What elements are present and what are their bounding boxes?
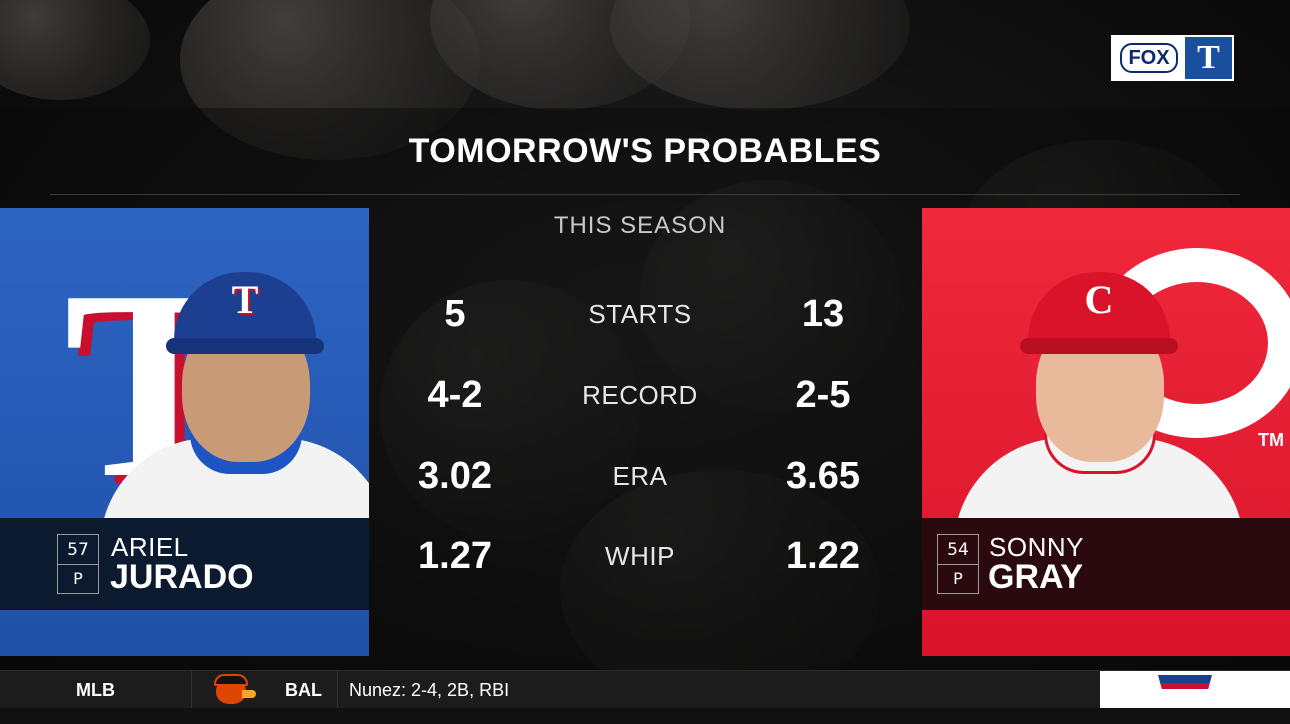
- rangers-logo-icon: T: [1185, 37, 1232, 79]
- score-ticker: MLB BAL Nunez: 2-4, 2B, RBI: [0, 670, 1290, 709]
- ticker-bottom-bar: [0, 708, 1290, 724]
- left-stat-value: 3.02: [418, 455, 492, 497]
- stat-label: ERA: [612, 461, 668, 491]
- left-player-card: T T 57 P ARIEL JURADO: [0, 208, 369, 656]
- title-divider: [50, 194, 1240, 195]
- left-stat-value: 1.27: [418, 535, 492, 577]
- sponsor-badge-icon: [1158, 675, 1212, 695]
- player-last-name: GRAY: [988, 558, 1084, 596]
- player-position: P: [953, 569, 963, 588]
- stat-row-record: 4-2 RECORD 2-5: [380, 365, 910, 425]
- trademark-mark: TM: [1258, 430, 1284, 450]
- player-number: 57: [58, 535, 98, 565]
- stat-label: RECORD: [582, 380, 698, 410]
- cap-logo-icon: T: [231, 277, 259, 322]
- player-nameplate: 57 P ARIEL JURADO: [0, 518, 369, 610]
- ticker-league: MLB: [0, 671, 192, 709]
- player-number: 54: [938, 535, 978, 565]
- stat-row-era: 3.02 ERA 3.65: [380, 446, 910, 506]
- right-stat-value: 13: [801, 293, 845, 335]
- network-logo: FOX T: [1111, 35, 1234, 81]
- left-stat-value: 5: [444, 293, 466, 335]
- player-cap-brim: [166, 338, 324, 354]
- right-player-card: TM C 54 P SONNY GRAY: [922, 208, 1290, 656]
- right-stat-value: 2-5: [795, 374, 851, 416]
- page-title: TOMORROW'S PROBABLES: [408, 132, 882, 170]
- stat-row-starts: 5 STARTS 13: [380, 284, 910, 344]
- stat-label: WHIP: [605, 541, 675, 571]
- top-band: [0, 0, 1290, 108]
- cap-logo-icon: C: [1084, 277, 1114, 322]
- ticker-text: Nunez: 2-4, 2B, RBI: [349, 680, 510, 700]
- bird-beak: [242, 690, 256, 698]
- right-stat-value: 1.22: [786, 535, 860, 577]
- player-photo: T: [100, 238, 369, 558]
- left-stat-value: 4-2: [427, 374, 483, 416]
- fox-sports-logo: FOX: [1113, 37, 1185, 79]
- player-cap-brim: [1020, 338, 1178, 354]
- orioles-bird-icon: [206, 674, 258, 706]
- player-position: P: [73, 569, 83, 588]
- stat-label: STARTS: [588, 299, 692, 329]
- player-last-name: JURADO: [110, 558, 254, 596]
- section-label: THIS SEASON: [553, 212, 727, 239]
- player-first-name: SONNY: [989, 532, 1084, 562]
- player-photo: C: [954, 238, 1244, 558]
- player-number-box: 57 P: [57, 534, 99, 594]
- bird-cap: [214, 674, 248, 686]
- player-number-box: 54 P: [937, 534, 979, 594]
- player-first-name: ARIEL: [111, 532, 189, 562]
- sponsor-logo: [1100, 671, 1290, 709]
- ticker-team: BAL: [270, 671, 338, 709]
- stat-row-whip: 1.27 WHIP 1.22: [380, 526, 910, 586]
- player-nameplate: 54 P SONNY GRAY: [922, 518, 1290, 610]
- fox-logo-text: FOX: [1120, 43, 1178, 73]
- right-stat-value: 3.65: [786, 455, 860, 497]
